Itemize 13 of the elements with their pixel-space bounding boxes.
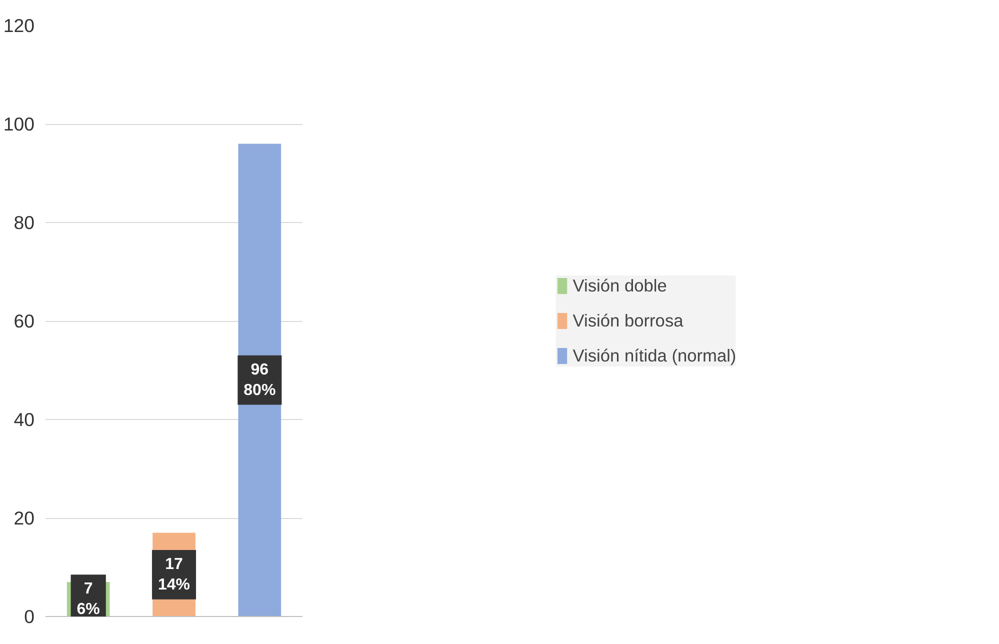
data-label: 17 14% xyxy=(158,556,190,594)
legend-label: Visión nítida (normal) xyxy=(572,345,736,366)
y-tick-label: 120 xyxy=(3,15,35,36)
y-tick-label: 40 xyxy=(14,409,35,430)
legend-label: Visión doble xyxy=(572,275,667,296)
y-tick-label: 0 xyxy=(24,606,35,627)
data-label: 96 80% xyxy=(244,361,276,399)
legend-label: Visión borrosa xyxy=(572,310,684,331)
y-tick-label: 20 xyxy=(14,508,35,528)
y-tick-label: 80 xyxy=(14,212,35,233)
y-tick-label: 100 xyxy=(3,114,35,134)
data-label: 7 6% xyxy=(76,580,100,618)
y-tick-label: 60 xyxy=(14,310,35,332)
